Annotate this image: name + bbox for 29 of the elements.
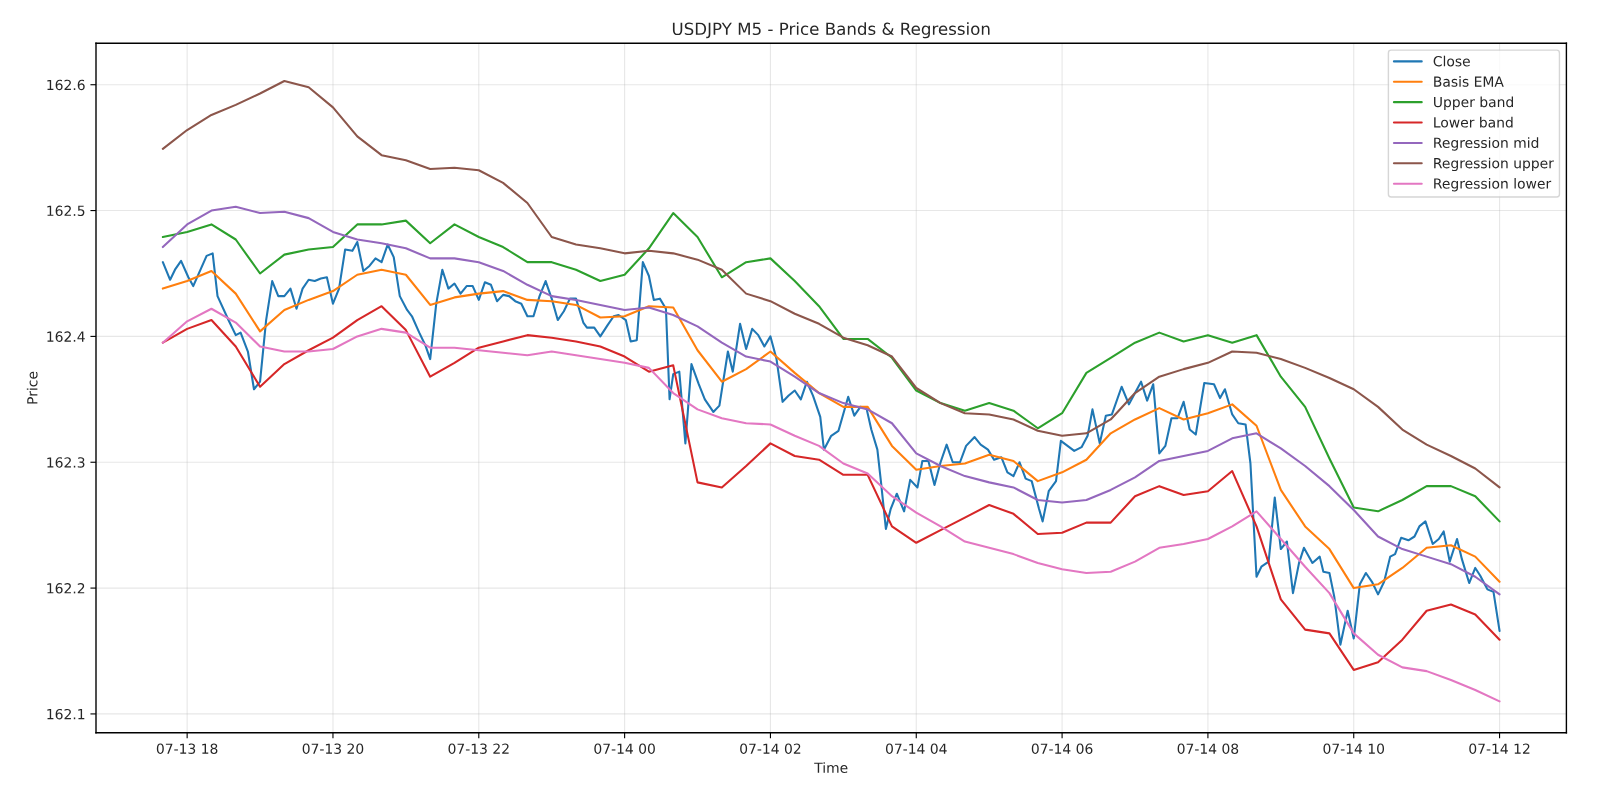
legend-label: Lower band [1434, 116, 1513, 128]
x-tick-label: 07-14 06 [1031, 743, 1093, 754]
y-tick-label: 162.4 [47, 331, 85, 342]
legend-label: Basis EMA [1434, 76, 1504, 87]
x-tick-label: 07-14 00 [594, 743, 655, 754]
chart-title: USDJPY M5 - Price Bands & Regression [672, 22, 990, 39]
x-tick-label: 07-13 22 [448, 743, 509, 754]
y-tick-label: 162.5 [47, 205, 85, 217]
legend-label: Regression mid [1434, 137, 1539, 151]
x-tick-label: 07-14 02 [740, 743, 801, 754]
x-tick-label: 07-14 08 [1177, 743, 1239, 754]
x-tick-label: 07-13 20 [302, 743, 364, 754]
line-series [161, 268, 1501, 590]
x-tick-label: 07-14 10 [1323, 743, 1385, 754]
x-tick-label: 07-14 12 [1469, 743, 1530, 754]
x-tick-label: 07-14 04 [885, 743, 947, 754]
legend-label: Close [1433, 55, 1470, 67]
y-tick-label: 162.1 [47, 708, 85, 720]
y-tick-label: 162.2 [47, 583, 85, 594]
y-tick-label: 162.3 [47, 457, 85, 468]
line-series [161, 212, 1501, 523]
legend-label: Upper band [1434, 96, 1513, 110]
y-tick-label: 162.6 [47, 79, 85, 91]
legend-label: Regression lower [1434, 178, 1552, 192]
line-series [161, 205, 1501, 596]
x-axis-title: Time [814, 762, 848, 773]
x-tick-label: 07-13 18 [156, 743, 218, 754]
legend-label: Regression upper [1434, 157, 1554, 172]
y-axis-title: Price [26, 371, 38, 404]
